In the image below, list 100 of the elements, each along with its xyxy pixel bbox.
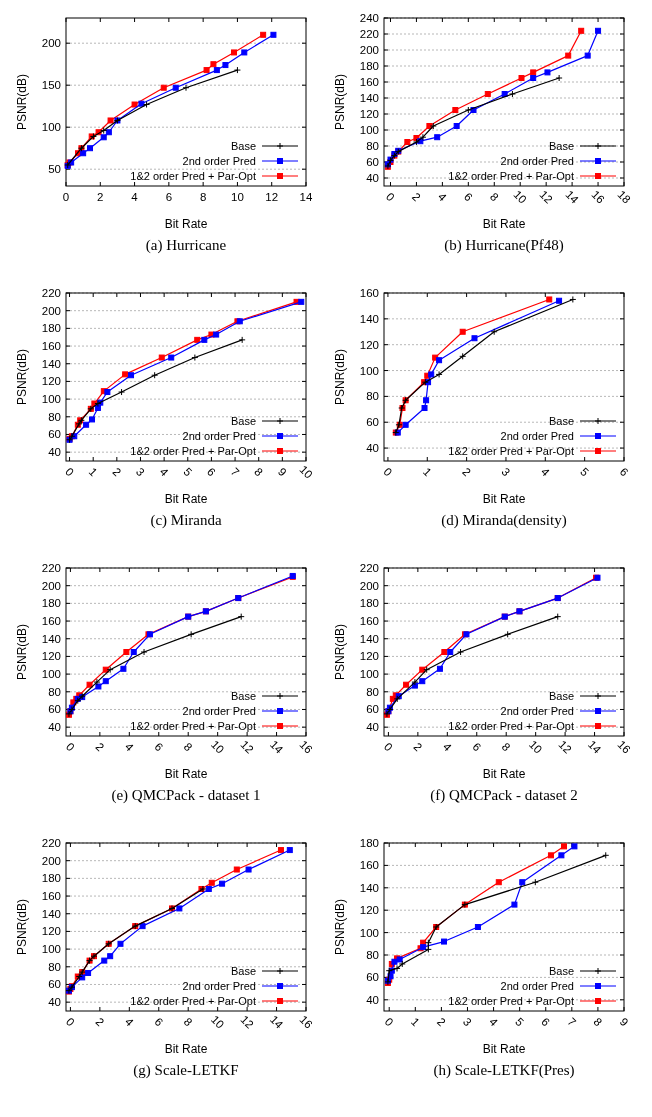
legend-label: Base <box>548 414 574 427</box>
x-tick-label: 14 <box>299 191 313 203</box>
x-tick-label: 0 <box>63 465 77 479</box>
y-tick-label: 150 <box>41 79 61 92</box>
x-tick-label: 4 <box>440 740 455 754</box>
legend-label: 2nd order Pred <box>182 154 256 167</box>
y-tick-label: 140 <box>41 632 61 645</box>
y-axis-title: PSNR(dB) <box>333 73 347 131</box>
y-tick-label: 80 <box>48 410 61 423</box>
y-tick-label: 100 <box>41 393 61 406</box>
y-axis-title: PSNR(dB) <box>15 898 29 956</box>
y-tick-label: 160 <box>41 890 61 903</box>
y-tick-label: 120 <box>41 375 61 388</box>
y-tick-label: 120 <box>359 338 379 351</box>
y-tick-label: 140 <box>359 312 379 325</box>
legend-label: 1&2 order Pred + Par-Opt <box>448 169 574 182</box>
x-tick-label: 10 <box>208 738 227 756</box>
y-tick-label: 60 <box>366 416 379 429</box>
y-tick-label: 140 <box>41 907 61 920</box>
x-tick-label: 1 <box>86 465 100 479</box>
legend-label: 1&2 order Pred + Par-Opt <box>448 444 574 457</box>
y-tick-label: 120 <box>359 108 379 121</box>
legend-label: 1&2 order Pred + Par-Opt <box>130 444 256 457</box>
y-tick-label: 80 <box>366 949 379 962</box>
x-tick-label: 0 <box>381 740 395 754</box>
x-tick-label: 2 <box>97 191 104 203</box>
x-tick-label: 16 <box>297 1013 315 1031</box>
y-tick-label: 140 <box>41 357 61 370</box>
y-tick-label: 200 <box>41 304 61 317</box>
text: (h) Scale-LETKF(Pres) <box>433 1062 575 1079</box>
y-tick-label: 100 <box>359 668 379 681</box>
y-tick-label: 220 <box>359 562 379 575</box>
y-axis-title: PSNR(dB) <box>15 348 29 406</box>
x-axis-title: Bit Rate <box>482 217 526 231</box>
x-tick-label: 8 <box>181 1015 195 1029</box>
legend-label: 2nd order Pred <box>500 704 574 717</box>
y-axis-title: PSNR(dB) <box>15 623 29 681</box>
y-tick-label: 120 <box>359 904 379 917</box>
x-tick-label: 12 <box>238 738 256 756</box>
y-tick-label: 200 <box>41 854 61 867</box>
x-tick-label: 6 <box>152 1015 166 1029</box>
y-tick-label: 40 <box>48 996 61 1009</box>
text: (d) Miranda(density) <box>441 512 567 529</box>
x-tick-label: 4 <box>538 465 553 479</box>
y-tick-label: 40 <box>48 446 61 459</box>
x-tick-label: 2 <box>411 740 425 754</box>
x-tick-label: 8 <box>591 1015 605 1029</box>
y-tick-label: 180 <box>359 60 379 73</box>
x-axis-title: Bit Rate <box>482 1042 526 1056</box>
y-tick-label: 60 <box>366 156 379 169</box>
x-tick-label: 5 <box>513 1015 527 1029</box>
x-tick-label: 4 <box>487 1015 501 1029</box>
y-tick-label: 60 <box>48 428 61 441</box>
x-tick-label: 10 <box>511 188 529 206</box>
x-tick-label: 3 <box>499 465 513 479</box>
legend-label: Base <box>548 139 574 152</box>
y-tick-label: 50 <box>48 163 61 176</box>
x-tick-label: 14 <box>267 738 286 757</box>
y-tick-label: 80 <box>366 390 379 403</box>
x-tick-label: 12 <box>265 191 279 203</box>
y-tick-label: 40 <box>366 442 379 455</box>
x-tick-label: 6 <box>152 740 166 754</box>
legend-label: Base <box>548 964 574 977</box>
x-tick-label: 6 <box>539 1015 553 1029</box>
y-tick-label: 120 <box>359 650 379 663</box>
x-tick-label: 4 <box>435 190 450 204</box>
y-tick-label: 80 <box>366 685 379 698</box>
x-axis-title: Bit Rate <box>164 1042 208 1056</box>
y-tick-label: 60 <box>366 703 379 716</box>
text: (b) Hurricane(Pf48) <box>444 237 564 254</box>
y-tick-label: 80 <box>366 140 379 153</box>
x-tick-label: 2 <box>434 1015 448 1029</box>
x-tick-label: 8 <box>199 191 207 203</box>
y-tick-label: 80 <box>48 685 61 698</box>
y-tick-label: 200 <box>359 44 379 57</box>
x-tick-label: 0 <box>63 1015 77 1029</box>
x-tick-label: 3 <box>133 465 147 479</box>
y-tick-label: 220 <box>41 287 61 300</box>
y-tick-label: 200 <box>41 579 61 592</box>
x-tick-label: 10 <box>208 1013 227 1031</box>
y-tick-label: 220 <box>41 562 61 575</box>
y-tick-label: 60 <box>48 978 61 991</box>
y-tick-label: 40 <box>366 993 379 1006</box>
x-tick-label: 6 <box>461 190 475 204</box>
legend-label: 2nd order Pred <box>500 154 574 167</box>
y-tick-label: 100 <box>359 124 379 137</box>
x-axis-title: Bit Rate <box>482 767 526 781</box>
y-tick-label: 160 <box>359 76 379 89</box>
legend-label: 2nd order Pred <box>500 429 574 442</box>
x-tick-label: 12 <box>238 1013 256 1031</box>
x-tick-label: 0 <box>63 740 77 754</box>
x-tick-label: 0 <box>62 191 70 203</box>
y-tick-label: 140 <box>359 92 379 105</box>
x-tick-label: 5 <box>181 465 195 479</box>
legend-label: 1&2 order Pred + Par-Opt <box>448 719 574 732</box>
x-tick-label: 14 <box>585 738 604 757</box>
legend-label: 1&2 order Pred + Par-Opt <box>130 719 256 732</box>
x-tick-label: 16 <box>589 188 607 206</box>
y-tick-label: 100 <box>41 121 61 134</box>
x-tick-label: 6 <box>470 740 484 754</box>
